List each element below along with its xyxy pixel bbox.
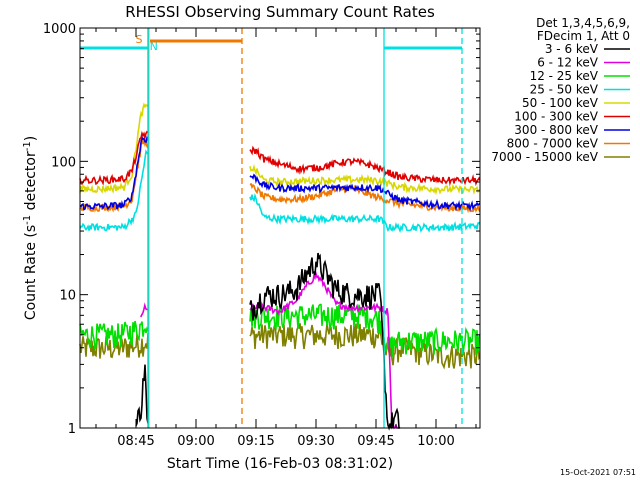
series-line-3-6keV [249, 252, 400, 431]
x-axis: 08:45 09:00 09:15 09:30 09:45 10:00 [95, 28, 477, 449]
y-tick-label: 10 [59, 289, 76, 304]
series-line-6-12keV [140, 302, 149, 318]
series-line-3-6keV [135, 364, 149, 427]
y-axis-label-sup2: -1 [22, 141, 33, 151]
legend-header-line1: Det 1,3,4,5,6,9, [536, 16, 630, 30]
y-tick-label: 1 [68, 422, 76, 437]
footer-date: 15-Oct-2021 07:51 [560, 468, 636, 477]
series-line-50-100keV [79, 102, 149, 194]
marker-label-night_end: N [150, 40, 158, 53]
x-tick-label: 09:00 [177, 434, 214, 449]
y-axis-label-sup1: -1 [22, 215, 33, 225]
x-tick-label: 10:00 [417, 434, 454, 449]
legend-label: 12 - 25 keV [530, 69, 599, 83]
series-line-50-100keV [249, 164, 481, 196]
series-line-100-300keV [249, 145, 481, 187]
x-axis-label: Start Time (16-Feb-03 08:31:02) [167, 456, 393, 472]
series-line-25-50keV [249, 192, 481, 234]
series-line-300-800keV [249, 173, 481, 213]
legend-header-line2: FDecim 1, Att 0 [537, 29, 630, 43]
y-axis: 1 10 100 1000 [43, 22, 480, 437]
legend-label: 50 - 100 keV [522, 96, 599, 110]
legend-label: 25 - 50 keV [530, 83, 599, 97]
plot-area: SN [79, 28, 481, 431]
plot-frame [79, 27, 481, 429]
legend-label: 800 - 7000 keV [507, 137, 599, 151]
x-tick-label: 09:45 [357, 434, 394, 449]
y-axis-label: Count Rate (s-1 detector-1) [22, 136, 39, 320]
series-line-300-800keV [79, 135, 149, 211]
x-tick-label: 09:30 [297, 434, 334, 449]
series-line-800-7000keV [249, 182, 481, 214]
series-line-12-25keV [79, 320, 149, 350]
series-line-7000-15000keV [79, 333, 149, 359]
series-line-12-25keV [249, 303, 481, 357]
series-line-7000-15000keV [249, 323, 481, 370]
legend-label: 300 - 800 keV [514, 123, 598, 137]
chart-title: RHESSI Observing Summary Count Rates [125, 3, 435, 21]
legend-label: 6 - 12 keV [537, 56, 599, 70]
legend-label: 7000 - 15000 keV [491, 150, 598, 164]
x-tick-label: 08:45 [117, 434, 154, 449]
series-line-25-50keV [79, 149, 149, 232]
marker-label-saa_start: S [136, 33, 143, 46]
y-tick-label: 100 [51, 155, 76, 170]
y-axis-label-part1: Count Rate (s [23, 225, 39, 320]
x-tick-label: 09:15 [237, 434, 274, 449]
series-line-6-12keV [249, 270, 401, 430]
legend-label: 3 - 6 keV [545, 42, 599, 56]
y-axis-label-part2: detector [23, 151, 39, 215]
y-axis-label-part3: ) [23, 136, 39, 141]
series-line-100-300keV [79, 130, 149, 186]
legend: Det 1,3,4,5,6,9, FDecim 1, Att 0 3 - 6 k… [491, 16, 630, 164]
y-tick-label: 1000 [43, 22, 76, 37]
legend-label: 100 - 300 keV [514, 110, 598, 124]
